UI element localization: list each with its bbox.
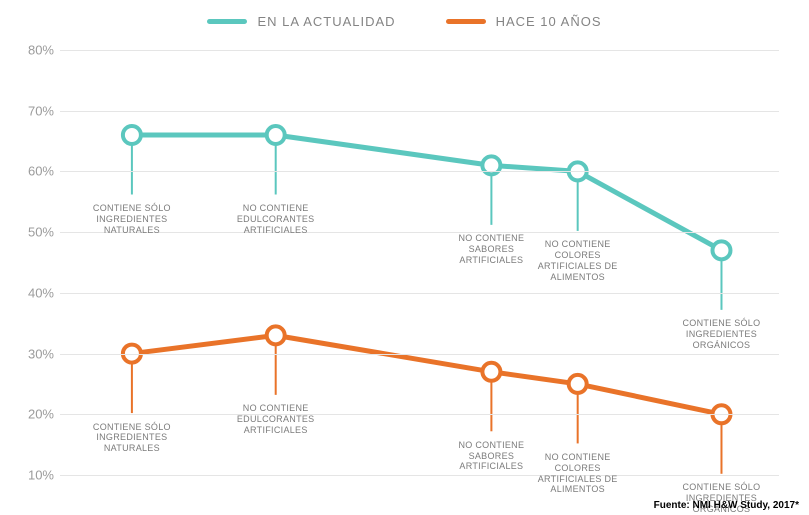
gridline: [60, 354, 779, 355]
category-label: CONTIENE SÓLO INGREDIENTES ORGÁNICOS: [673, 318, 769, 350]
chart-area: 10%20%30%40%50%60%70%80%CONTIENE SÓLO IN…: [60, 50, 779, 475]
y-axis-tick: 40%: [20, 285, 54, 300]
category-label: NO CONTIENE EDULCORANTES ARTIFICIALES: [228, 403, 324, 435]
legend-item-past: HACE 10 AÑOS: [446, 14, 602, 29]
category-label: NO CONTIENE SABORES ARTIFICIALES: [443, 440, 539, 472]
legend-item-current: EN LA ACTUALIDAD: [207, 14, 395, 29]
y-axis-tick: 70%: [20, 103, 54, 118]
source-text: Fuente: NMI H&W Study, 2017*: [654, 500, 799, 511]
series-past-marker: [482, 363, 500, 381]
category-label: NO CONTIENE EDULCORANTES ARTIFICIALES: [228, 203, 324, 235]
legend-swatch-current: [207, 19, 247, 24]
category-label: NO CONTIENE COLORES ARTIFICIALES DE ALIM…: [530, 239, 626, 282]
gridline: [60, 293, 779, 294]
y-axis-tick: 50%: [20, 225, 54, 240]
y-axis-tick: 30%: [20, 346, 54, 361]
legend: EN LA ACTUALIDAD HACE 10 AÑOS: [0, 0, 809, 37]
category-label: NO CONTIENE COLORES ARTIFICIALES DE ALIM…: [530, 452, 626, 495]
gridline: [60, 414, 779, 415]
y-axis-tick: 20%: [20, 407, 54, 422]
y-axis-tick: 80%: [20, 43, 54, 58]
category-label: CONTIENE SÓLO INGREDIENTES NATURALES: [84, 203, 180, 235]
series-past-line: [132, 335, 722, 414]
legend-swatch-past: [446, 19, 486, 24]
series-past-marker: [569, 375, 587, 393]
series-current-marker: [712, 241, 730, 259]
chart-svg: [60, 50, 779, 475]
series-current-marker: [267, 126, 285, 144]
legend-label-past: HACE 10 AÑOS: [496, 14, 602, 29]
y-axis-tick: 10%: [20, 468, 54, 483]
gridline: [60, 111, 779, 112]
y-axis-tick: 60%: [20, 164, 54, 179]
gridline: [60, 475, 779, 476]
category-label: NO CONTIENE SABORES ARTIFICIALES: [443, 233, 539, 265]
category-label: CONTIENE SÓLO INGREDIENTES NATURALES: [84, 422, 180, 454]
gridline: [60, 171, 779, 172]
gridline: [60, 50, 779, 51]
series-current-marker: [123, 126, 141, 144]
legend-label-current: EN LA ACTUALIDAD: [257, 14, 395, 29]
series-past-marker: [267, 326, 285, 344]
